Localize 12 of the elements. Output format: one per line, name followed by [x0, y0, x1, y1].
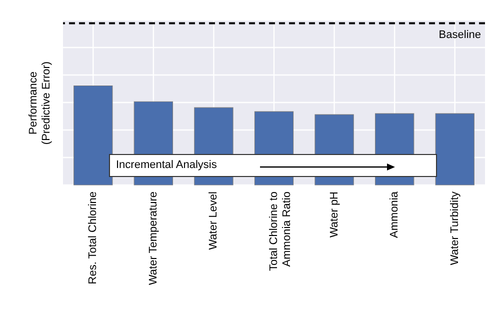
- text-box: Incremental Analysis: [109, 154, 437, 177]
- x-tick-label: Water pH: [328, 191, 340, 238]
- x-tick-label: Water Turbidity: [448, 191, 461, 266]
- ref-line-label: Baseline: [438, 29, 481, 42]
- bar: [74, 85, 113, 186]
- x-tick-label: Ammonia: [388, 190, 401, 238]
- y-axis-title: Performance (Predictive Error): [28, 61, 52, 145]
- x-tick-label: Total Chlorine to Ammonia Ratio: [268, 192, 293, 271]
- x-tick-label: Res. Total Chlorine: [87, 192, 100, 284]
- x-tick-label: Water Level: [208, 192, 220, 250]
- x-tick-label: Water Temperature: [147, 192, 160, 286]
- bar: [435, 113, 474, 186]
